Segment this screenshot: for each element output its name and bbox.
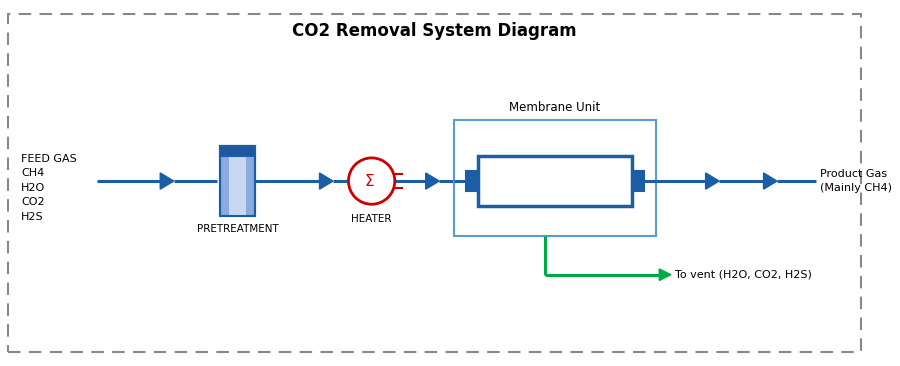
Bar	[633, 171, 643, 191]
Polygon shape	[660, 269, 670, 280]
Bar	[220, 146, 255, 156]
Text: Membrane Unit: Membrane Unit	[509, 101, 600, 115]
Text: Product Gas
(Mainly CH4): Product Gas (Mainly CH4)	[821, 169, 893, 193]
Polygon shape	[763, 173, 777, 189]
Bar	[454, 120, 656, 236]
Text: To vent (H2O, CO2, H2S): To vent (H2O, CO2, H2S)	[675, 270, 812, 280]
Bar	[220, 146, 255, 216]
Bar	[229, 146, 246, 216]
Text: FEED GAS
CH4
H2O
CO2
H2S: FEED GAS CH4 H2O CO2 H2S	[22, 154, 77, 222]
Text: PRETREATMENT: PRETREATMENT	[196, 224, 278, 234]
Polygon shape	[320, 173, 333, 189]
Polygon shape	[160, 173, 174, 189]
Bar	[220, 146, 255, 216]
Text: HEATER: HEATER	[351, 214, 392, 224]
Polygon shape	[706, 173, 719, 189]
Text: $\Sigma$: $\Sigma$	[364, 173, 375, 189]
Circle shape	[348, 158, 395, 204]
Text: CO2 Removal System Diagram: CO2 Removal System Diagram	[292, 22, 577, 41]
Bar	[478, 156, 633, 206]
Polygon shape	[426, 173, 439, 189]
Bar	[466, 171, 478, 191]
